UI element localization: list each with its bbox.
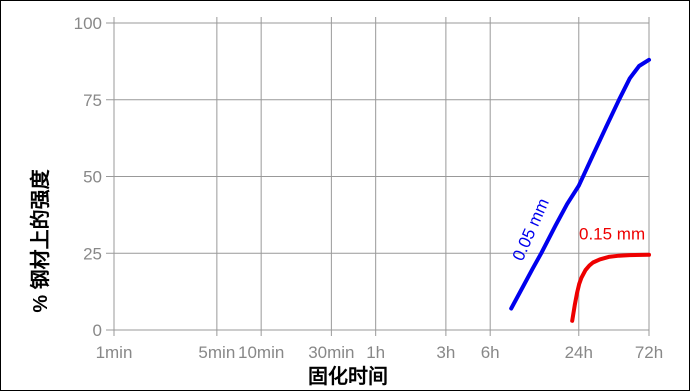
x-tick-label-5: 3h xyxy=(436,343,455,362)
y-tick-label-3: 75 xyxy=(83,91,102,110)
y-tick-label-4: 100 xyxy=(74,14,102,33)
y-axis-title: % 钢材上的强度 xyxy=(28,168,52,312)
series-line-0 xyxy=(509,57,651,311)
x-tick-label-6: 6h xyxy=(481,343,500,362)
x-tick-label-8: 72h xyxy=(635,343,663,362)
y-tick-label-2: 50 xyxy=(83,168,102,187)
x-tick-label-1: 5min xyxy=(198,343,235,362)
tick-labels: 0 25 50 75 100 1min 5min 10min 30min 1h 3h 6h 24h 72h xyxy=(74,14,664,362)
y-tick-label-1: 25 xyxy=(83,244,102,263)
series-label-1: 0.15 mm xyxy=(579,224,645,243)
grid-lines xyxy=(106,17,650,336)
x-tick-label-7: 24h xyxy=(565,343,593,362)
x-tick-label-0: 1min xyxy=(96,343,133,362)
x-tick-label-2: 10min xyxy=(238,343,284,362)
x-axis-title: 固化时间 xyxy=(308,364,388,388)
x-tick-label-4: 1h xyxy=(366,343,385,362)
x-tick-label-3: 30min xyxy=(308,343,354,362)
y-tick-label-0: 0 xyxy=(93,321,102,340)
series-line-1 xyxy=(570,252,651,323)
